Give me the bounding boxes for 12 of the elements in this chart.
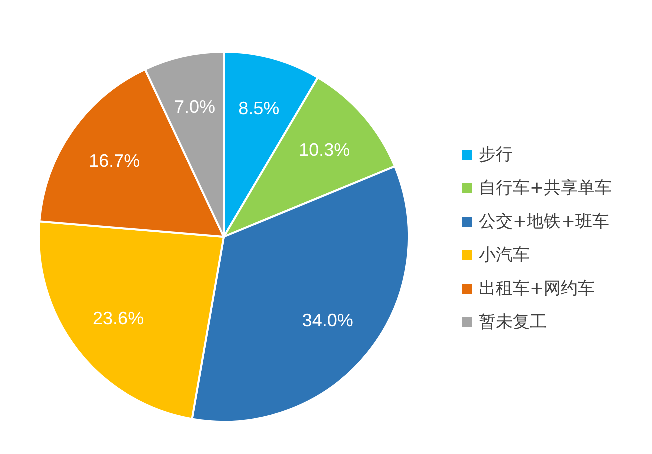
legend-label: 步行	[479, 145, 513, 165]
data-label: 34.0%	[302, 310, 354, 330]
legend-label: 小汽车	[479, 246, 530, 266]
data-label: 8.5%	[238, 98, 280, 119]
legend-label: 出租车+网约车	[479, 279, 596, 299]
data-label: 16.7%	[89, 150, 140, 171]
legend-label: 暂未复工	[479, 312, 547, 332]
legend-label: 公交+地铁+班车	[479, 212, 610, 232]
data-label: 7.0%	[174, 97, 216, 117]
data-label: 10.3%	[299, 140, 350, 160]
data-label: 23.6%	[93, 308, 144, 328]
legend-label: 自行车+共享单车	[479, 178, 612, 198]
